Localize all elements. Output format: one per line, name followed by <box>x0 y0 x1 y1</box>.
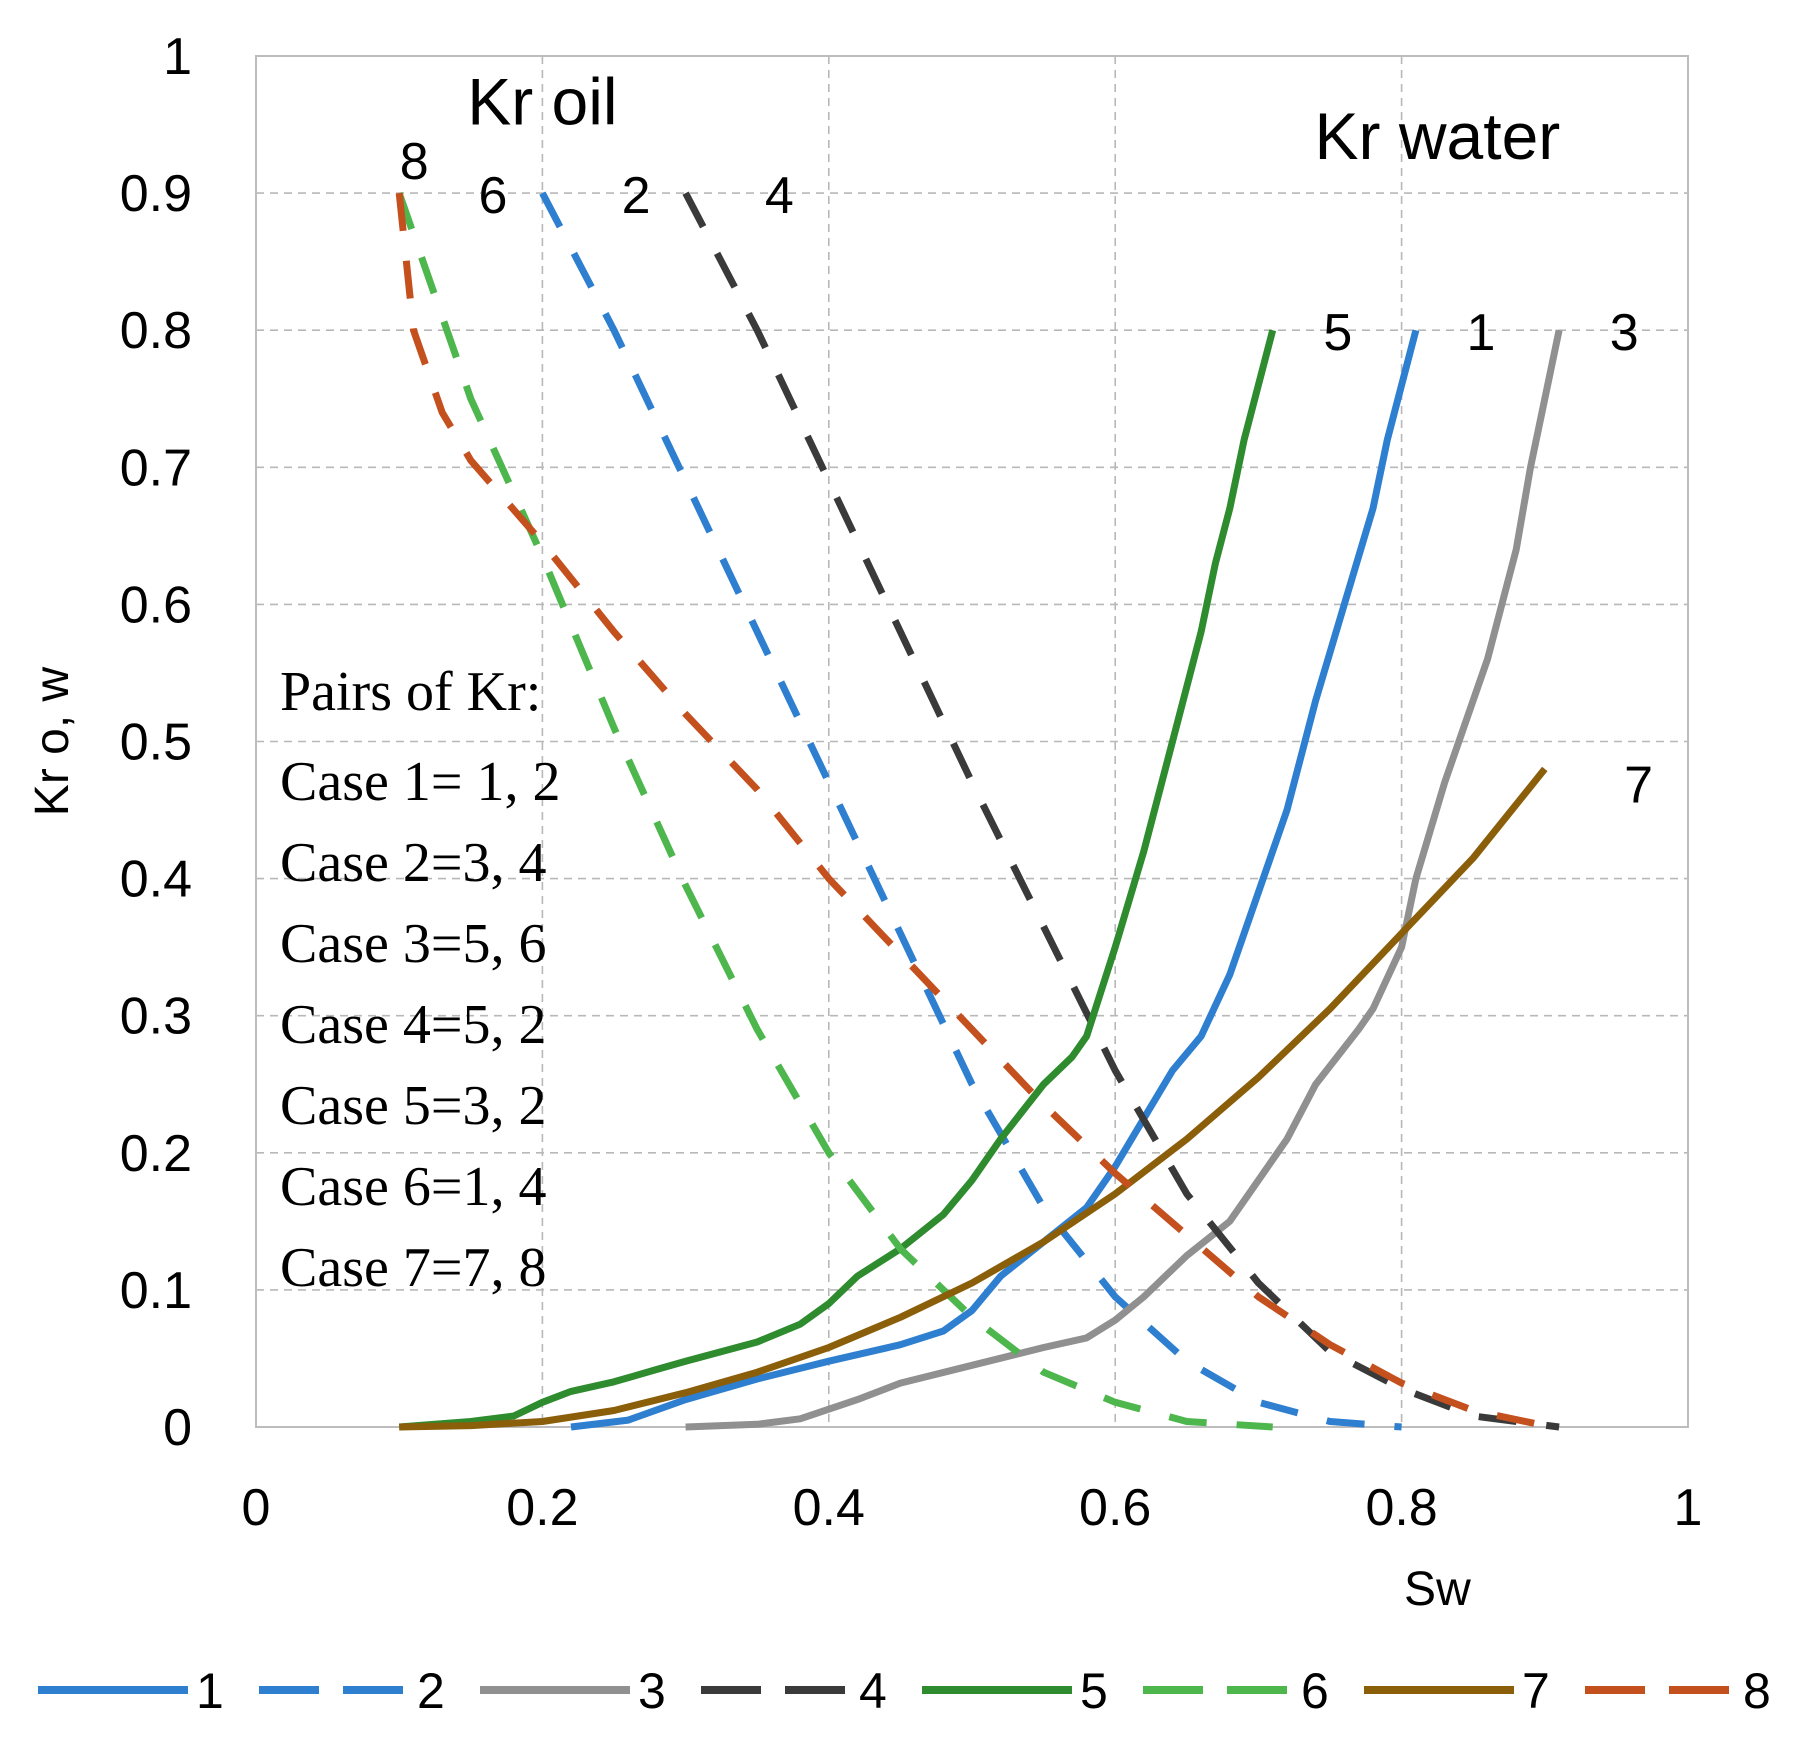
series-label-8: 8 <box>400 133 429 191</box>
y-tick-label: 0.9 <box>120 165 192 223</box>
legend-item-1[interactable]: 1 <box>38 1663 224 1719</box>
y-tick-label: 0.3 <box>120 988 192 1046</box>
case-line: Case 5=3, 2 <box>280 1075 546 1137</box>
legend-label: 5 <box>1080 1663 1108 1719</box>
case-line: Case 2=3, 4 <box>280 832 546 894</box>
x-tick-label: 0.2 <box>506 1479 578 1537</box>
y-tick-label: 0.6 <box>120 576 192 634</box>
legend-label: 6 <box>1301 1663 1329 1719</box>
y-tick-label: 0.5 <box>120 714 192 772</box>
series-label-7: 7 <box>1624 757 1653 815</box>
legend-item-7[interactable]: 7 <box>1364 1663 1550 1719</box>
legend-label: 8 <box>1743 1663 1771 1719</box>
series-label-4: 4 <box>765 167 794 225</box>
legend-label: 2 <box>417 1663 445 1719</box>
case-line: Case 6=1, 4 <box>280 1156 546 1218</box>
case-pairs-annotation: Pairs of Kr: Case 1= 1, 2 Case 2=3, 4 Ca… <box>280 661 560 1299</box>
series-line-1 <box>570 329 1420 1431</box>
y-tick-label: 1 <box>163 28 192 86</box>
series-line-2 <box>539 191 1402 1431</box>
case-line: Case 1= 1, 2 <box>280 751 560 813</box>
x-tick-label: 0.6 <box>1079 1479 1151 1537</box>
series-line-6 <box>395 191 1273 1431</box>
plot-area-border <box>255 55 1689 1428</box>
y-axis-title: Kr o, w <box>26 666 79 816</box>
y-tick-label: 0.4 <box>120 851 192 909</box>
y-tick-label: 0 <box>163 1399 192 1457</box>
series-label-6: 6 <box>478 167 507 225</box>
y-tick-label: 0.8 <box>120 302 192 360</box>
grid <box>256 56 1688 1427</box>
legend-item-6[interactable]: 6 <box>1143 1663 1329 1719</box>
kr-oil-annotation: Kr oil <box>467 65 617 139</box>
legend-item-4[interactable]: 4 <box>701 1663 887 1719</box>
legend-item-8[interactable]: 8 <box>1585 1663 1771 1719</box>
legend-item-5[interactable]: 5 <box>922 1663 1108 1719</box>
kr-water-annotation: Kr water <box>1315 99 1561 173</box>
case-line: Case 3=5, 6 <box>280 913 546 975</box>
legend-label: 4 <box>859 1663 887 1719</box>
y-tick-label: 0.1 <box>120 1262 192 1320</box>
series-label-2: 2 <box>622 167 651 225</box>
series-number-labels: 1 2 3 4 5 6 7 8 <box>400 133 1653 815</box>
x-axis-tick-labels: 0 0.2 0.4 0.6 0.8 1 <box>242 1479 1703 1537</box>
y-tick-label: 0.7 <box>120 439 192 497</box>
y-axis-tick-labels: 0 0.1 0.2 0.3 0.4 0.5 0.6 0.7 0.8 0.9 1 <box>120 28 192 1457</box>
series-line-4 <box>682 191 1560 1431</box>
y-tick-label: 0.2 <box>120 1125 192 1183</box>
pairs-title: Pairs of Kr: <box>280 661 541 723</box>
legend-item-2[interactable]: 2 <box>259 1663 445 1719</box>
series-line-8 <box>395 192 1546 1430</box>
series-line-7 <box>399 766 1548 1431</box>
series-label-3: 3 <box>1610 304 1639 362</box>
x-tick-label: 0.8 <box>1365 1479 1437 1537</box>
series-label-5: 5 <box>1323 304 1352 362</box>
legend-label: 1 <box>196 1663 224 1719</box>
series-label-1: 1 <box>1467 304 1496 362</box>
case-line: Case 4=5, 2 <box>280 994 546 1056</box>
x-tick-label: 1 <box>1674 1479 1703 1537</box>
case-line: Case 7=7, 8 <box>280 1237 546 1299</box>
legend[interactable]: 1 2 3 4 5 6 7 8 <box>38 1663 1771 1719</box>
x-axis-title: Sw <box>1404 1563 1471 1616</box>
x-tick-label: 0.4 <box>793 1479 865 1537</box>
legend-label: 7 <box>1522 1663 1550 1719</box>
x-tick-label: 0 <box>242 1479 271 1537</box>
legend-label: 3 <box>638 1663 666 1719</box>
series-line-3 <box>685 329 1563 1431</box>
legend-item-3[interactable]: 3 <box>480 1663 666 1719</box>
series-line-5 <box>398 329 1277 1431</box>
series-lines <box>395 191 1563 1431</box>
